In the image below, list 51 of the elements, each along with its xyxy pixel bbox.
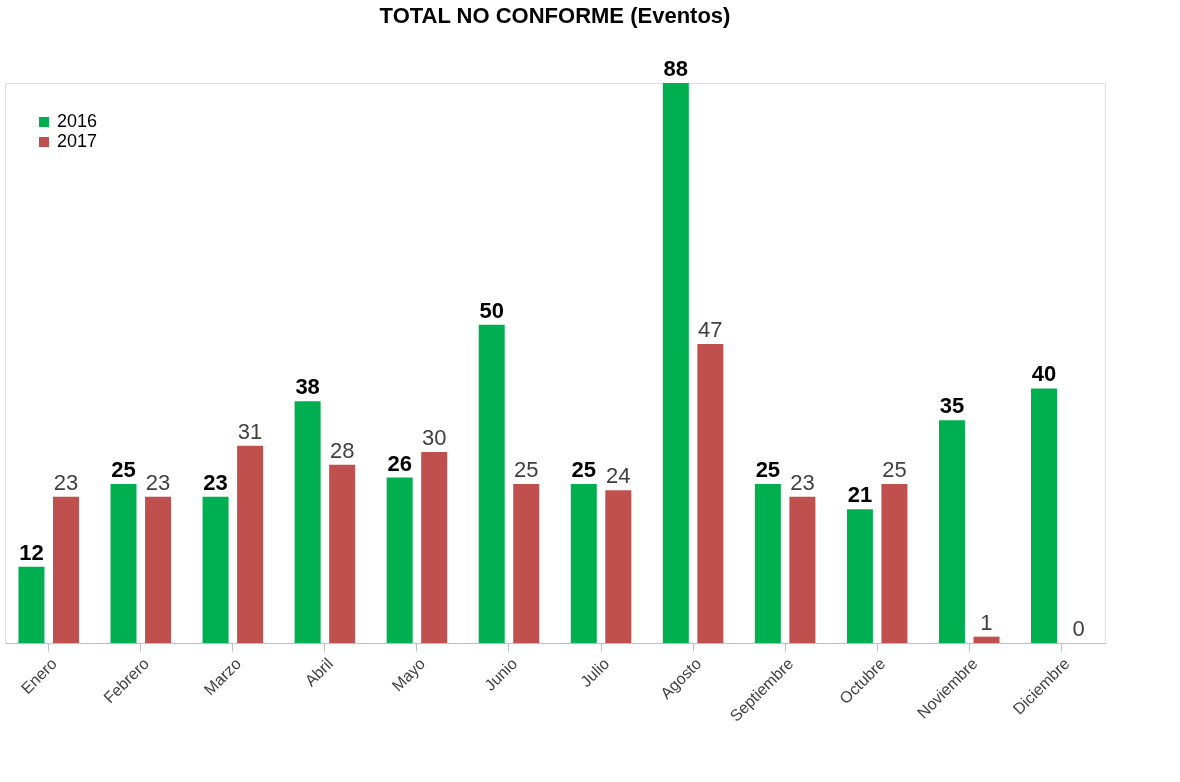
data-label: 21 xyxy=(847,482,873,508)
data-label: 26 xyxy=(387,450,412,476)
data-label: 50 xyxy=(479,297,504,323)
bar xyxy=(789,496,816,643)
data-label: 12 xyxy=(19,539,44,565)
bar xyxy=(1031,388,1058,643)
legend-label: 2017 xyxy=(57,131,98,151)
bar xyxy=(386,477,413,643)
bar xyxy=(421,452,448,643)
bar xyxy=(329,464,356,643)
data-label: 23 xyxy=(203,469,228,495)
bar xyxy=(881,483,908,643)
data-label: 31 xyxy=(237,418,263,444)
data-label: 23 xyxy=(53,469,79,495)
chart-title: TOTAL NO CONFORME (Eventos) xyxy=(379,3,731,28)
bar xyxy=(605,490,632,643)
data-label: 23 xyxy=(145,469,171,495)
bar xyxy=(18,566,45,643)
data-label: 25 xyxy=(111,456,136,482)
data-label: 25 xyxy=(513,456,539,482)
data-label: 24 xyxy=(606,463,631,489)
bar xyxy=(973,636,1000,643)
data-label: 40 xyxy=(1031,361,1057,387)
bar xyxy=(110,483,137,643)
bar xyxy=(237,445,264,643)
data-label: 47 xyxy=(698,316,723,342)
data-label: 23 xyxy=(790,469,815,495)
data-label: 38 xyxy=(295,374,320,400)
data-label: 35 xyxy=(939,393,965,419)
data-label: 0 xyxy=(1072,616,1085,641)
bar xyxy=(846,509,873,643)
data-label: 1 xyxy=(980,609,993,635)
bar xyxy=(202,496,229,643)
bar xyxy=(294,401,321,643)
data-label: 25 xyxy=(571,456,597,482)
bar xyxy=(938,420,965,643)
bar xyxy=(145,496,172,643)
bar xyxy=(697,343,724,643)
bar xyxy=(662,83,689,643)
bar xyxy=(570,483,597,643)
data-label: 88 xyxy=(663,56,689,81)
bar xyxy=(754,483,781,643)
data-label: 25 xyxy=(882,456,907,482)
bar xyxy=(52,496,79,643)
bar xyxy=(513,483,540,643)
data-label: 25 xyxy=(755,456,781,482)
bar xyxy=(478,324,505,643)
legend-label: 2016 xyxy=(57,111,98,131)
x-tick-label: Julio xyxy=(577,654,613,691)
data-label: 28 xyxy=(329,437,355,463)
data-label: 30 xyxy=(421,425,447,451)
